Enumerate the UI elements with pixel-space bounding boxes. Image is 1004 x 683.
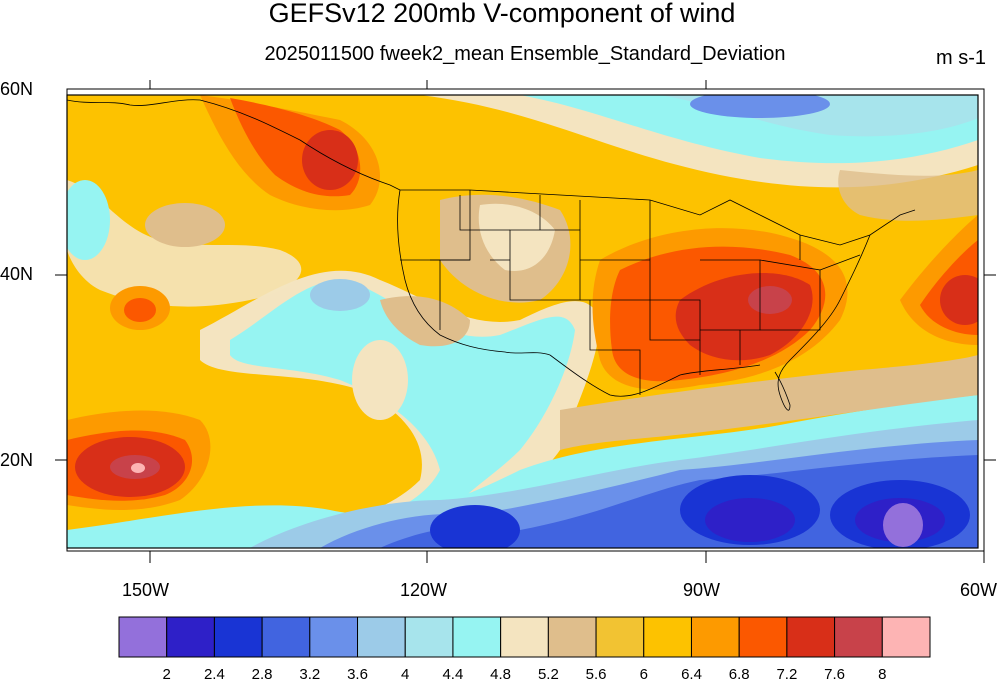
colorbar-swatch — [452, 616, 502, 658]
lat-label-60n: 60N — [0, 79, 34, 99]
map-title: GEFSv12 200mb V-component of wind — [268, 0, 736, 28]
colorbar-swatch — [690, 616, 740, 658]
colorbar-tick-label: 2.8 — [251, 666, 273, 683]
lat-label-20n: 20N — [0, 450, 34, 470]
colorbar-tick-label: 6 — [639, 666, 648, 683]
colorbar-swatch — [261, 616, 311, 658]
colorbar-swatch — [643, 616, 692, 658]
colorbar-tick-label: 4.4 — [442, 666, 464, 683]
colorbar-tick-label: 4 — [401, 666, 410, 683]
colorbar-swatch — [500, 616, 549, 658]
colorbar-swatch — [595, 616, 645, 658]
colorbar-swatch — [881, 616, 931, 658]
colorbar-tick-label: 5.2 — [537, 666, 559, 683]
colorbar-swatch — [309, 616, 359, 658]
boundary-lines — [67, 99, 916, 411]
colorbar-tick-label: 2 — [162, 666, 171, 683]
colorbar-swatch — [166, 616, 215, 658]
colorbar-tick-label: 3.2 — [299, 666, 321, 683]
colorbar-tick-label: 4.8 — [490, 666, 512, 683]
colorbar — [118, 616, 931, 658]
map-subtitle: 2025011500 fweek2_mean Ensemble_Standard… — [264, 43, 786, 65]
colorbar-tick-label: 7.2 — [776, 666, 798, 683]
colorbar-tick-label: 8 — [878, 666, 887, 683]
lon-label-90w: 90W — [683, 580, 721, 600]
colorbar-tick-label: 7.6 — [824, 666, 846, 683]
colorbar-swatch — [738, 616, 788, 658]
colorbar-tick-label: 3.6 — [347, 666, 368, 683]
lon-label-120w: 120W — [400, 580, 448, 600]
lon-label-150w: 150W — [122, 580, 170, 600]
colorbar-swatch — [404, 616, 454, 658]
lat-label-40n: 40N — [0, 264, 34, 284]
colorbar-swatch — [213, 616, 263, 658]
units-label: m s-1 — [936, 47, 986, 69]
colorbar-tick-label: 6.4 — [681, 666, 702, 683]
colorbar-tick-label: 6.8 — [728, 666, 750, 683]
shaded-field — [67, 95, 978, 548]
colorbar-swatch — [834, 616, 883, 658]
colorbar-tick-label: 2.4 — [203, 666, 225, 683]
colorbar-swatch — [118, 616, 168, 658]
colorbar-swatch — [357, 616, 406, 658]
colorbar-swatch — [547, 616, 597, 658]
colorbar-tick-label: 5.6 — [585, 666, 607, 683]
colorbar-swatch — [786, 616, 836, 658]
lon-label-60w: 60W — [960, 580, 998, 600]
